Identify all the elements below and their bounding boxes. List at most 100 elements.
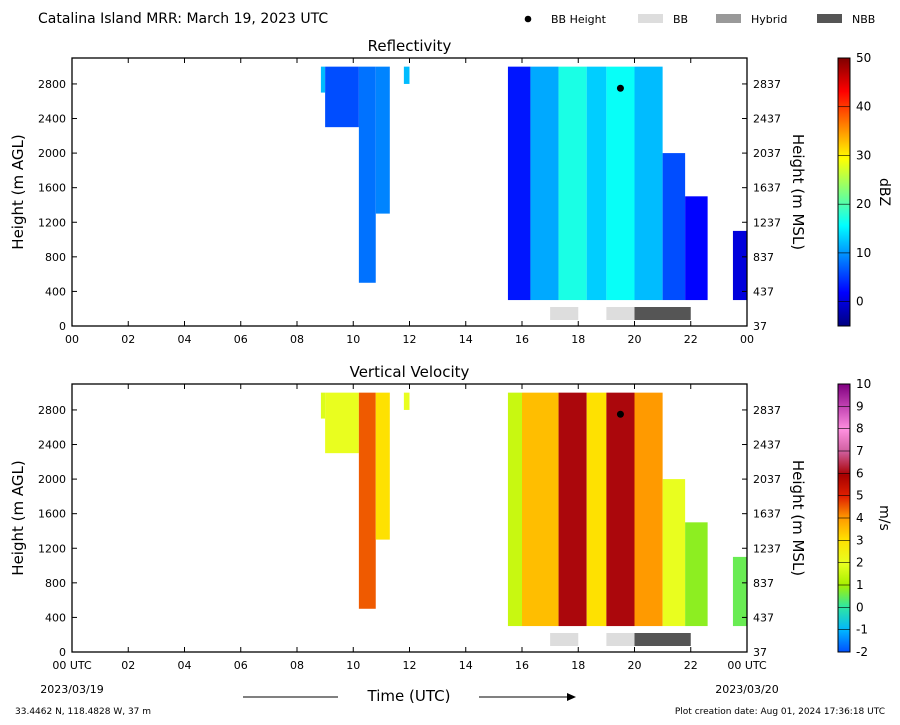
legend-swatch-hybrid (716, 14, 741, 23)
data-column (320, 392, 326, 419)
y-tick-label: 2800 (38, 78, 66, 91)
y2-tick-label: 1637 (753, 508, 781, 521)
y2-tick-label: 1237 (753, 542, 781, 555)
bb-height-marker (616, 410, 624, 418)
y-tick-label: 800 (45, 577, 66, 590)
start-date: 2023/03/19 (40, 683, 103, 696)
y2-tick-label: 2037 (753, 147, 781, 160)
end-date: 2023/03/20 (715, 683, 778, 696)
legend-dot-bb-height (524, 15, 532, 23)
legend-label-nbb: NBB (852, 13, 875, 26)
y2-tick-label: 2437 (753, 439, 781, 452)
data-column (325, 392, 359, 454)
data-column (685, 196, 708, 301)
data-column (358, 392, 376, 609)
y-tick-label: 2000 (38, 473, 66, 486)
colorbar-tick-label: 0 (856, 600, 864, 614)
colorbar-label: dBZ (876, 178, 892, 206)
colorbar-tick-label: 8 (856, 422, 864, 436)
bb-height-marker (616, 84, 624, 92)
legend: BB Height BB Hybrid NBB (524, 13, 875, 26)
y-tick-label: 2400 (38, 439, 66, 452)
x-tick-label: 00 UTC (52, 659, 92, 672)
x-tick-label: 10 (346, 659, 360, 672)
y2-tick-label: 37 (753, 646, 767, 659)
data-column (685, 522, 708, 627)
y-tick-label: 1200 (38, 216, 66, 229)
colorbar-tick-label: 50 (856, 51, 871, 65)
data-column (732, 230, 747, 301)
y2-tick-label: 37 (753, 320, 767, 333)
x-tick-label: 04 (178, 333, 192, 346)
x-tick-label: 10 (346, 333, 360, 346)
x-tick-label: 20 (628, 333, 642, 346)
y-axis-label: Height (m AGL) (9, 460, 27, 575)
time-arrow-head (567, 693, 576, 701)
x-tick-label: 08 (290, 659, 304, 672)
y2-tick-label: 2437 (753, 113, 781, 126)
y-tick-label: 400 (45, 611, 66, 624)
data-column (586, 392, 607, 627)
legend-label-bb-height: BB Height (551, 13, 607, 26)
data-column (375, 66, 390, 214)
x-tick-label: 00 (65, 333, 79, 346)
colorbar-tick-label: 1 (856, 578, 864, 592)
data-column (558, 392, 587, 627)
data-column (558, 66, 587, 301)
colorbar-tick-label: 10 (856, 377, 871, 391)
y2-axis-label: Height (m MSL) (789, 134, 807, 250)
y-tick-label: 2800 (38, 404, 66, 417)
x-tick-label: 06 (234, 333, 248, 346)
x-tick-label: 02 (121, 659, 135, 672)
y-tick-label: 1600 (38, 508, 66, 521)
colorbar-label: m/s (876, 505, 892, 531)
data-column (662, 479, 686, 627)
colorbar-tick-label: -1 (856, 623, 868, 637)
y2-tick-label: 1237 (753, 216, 781, 229)
data-column (375, 392, 390, 540)
y-tick-label: 400 (45, 285, 66, 298)
y2-tick-label: 2037 (753, 473, 781, 486)
x-tick-label: 14 (459, 333, 473, 346)
colorbar-tick-label: 40 (856, 100, 871, 114)
y-tick-label: 2000 (38, 147, 66, 160)
y2-tick-label: 837 (753, 251, 774, 264)
y2-axis-label: Height (m MSL) (789, 460, 807, 576)
bb-bar-nbb (634, 307, 691, 320)
y-axis-label: Height (m AGL) (9, 134, 27, 249)
y2-tick-label: 437 (753, 611, 774, 624)
data-column (403, 66, 410, 84)
data-column (358, 66, 376, 283)
panel-title: Reflectivity (368, 37, 452, 55)
x-tick-label: 16 (515, 659, 529, 672)
x-tick-label: 12 (403, 659, 417, 672)
y-tick-label: 800 (45, 251, 66, 264)
colorbar-tick-label: -2 (856, 645, 868, 659)
data-column (606, 392, 635, 627)
location-note: 33.4462 N, 118.4828 W, 37 m (15, 707, 151, 717)
x-tick-label: 00 (740, 333, 754, 346)
figure-title: Catalina Island MRR: March 19, 2023 UTC (38, 11, 328, 27)
x-tick-label: 00 UTC (727, 659, 767, 672)
bb-bar-bb (606, 307, 635, 320)
colorbar-tick-label: 10 (856, 246, 871, 260)
x-tick-label: 16 (515, 333, 529, 346)
data-column (403, 392, 410, 410)
y2-tick-label: 2837 (753, 404, 781, 417)
x-tick-label: 08 (290, 333, 304, 346)
colorbar-tick-label: 2 (856, 556, 864, 570)
x-tick-label: 18 (571, 659, 585, 672)
y-tick-label: 1200 (38, 542, 66, 555)
x-tick-label: 22 (684, 659, 698, 672)
legend-label-bb: BB (673, 13, 688, 26)
y2-tick-label: 437 (753, 285, 774, 298)
y2-tick-label: 2837 (753, 78, 781, 91)
colorbar-tick-label: 0 (856, 295, 864, 309)
y-tick-label: 0 (59, 320, 66, 333)
creation-date: Plot creation date: Aug 01, 2024 17:36:1… (675, 707, 885, 717)
panel-title: Vertical Velocity (350, 363, 470, 381)
data-column (507, 66, 531, 301)
